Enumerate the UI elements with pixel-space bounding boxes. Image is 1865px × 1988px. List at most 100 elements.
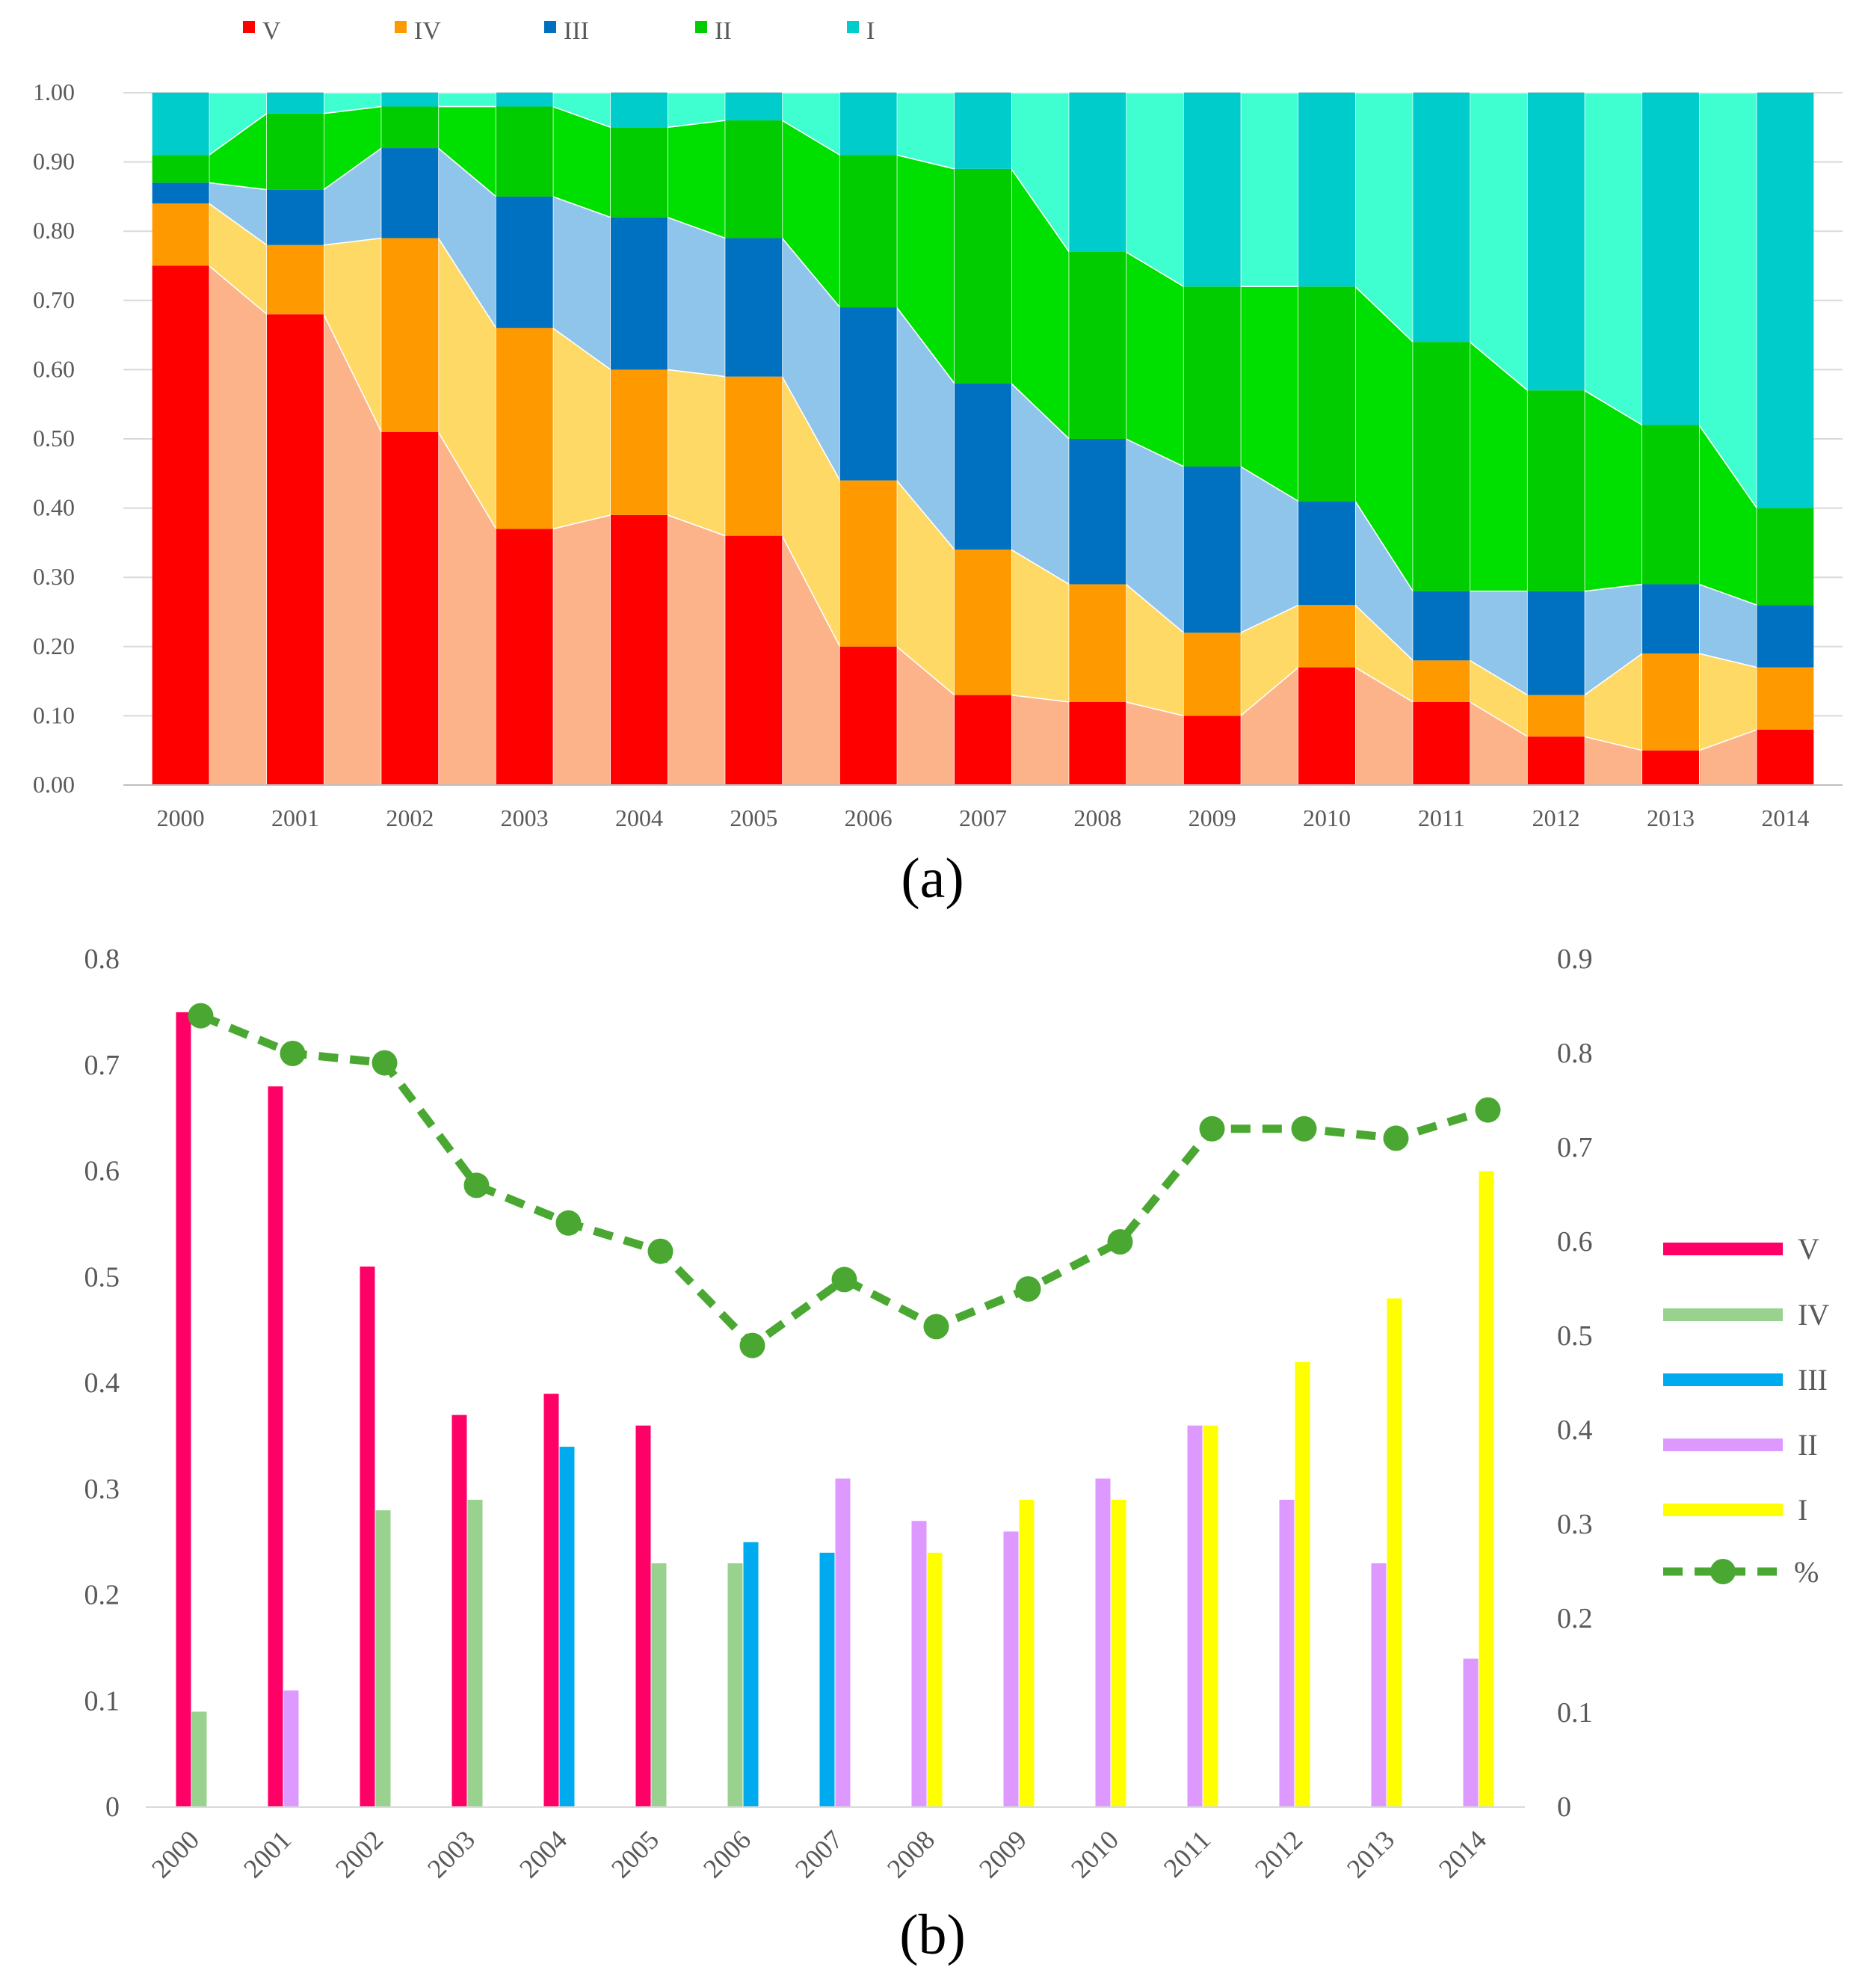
y-left-tick-label: 0.6 (84, 1156, 120, 1187)
legend-label-III: III (564, 17, 589, 45)
point-pct-2011 (1199, 1115, 1225, 1142)
legend-label-I: I (866, 17, 875, 45)
legend-swatch-III (544, 21, 556, 33)
bar-I-2003 (496, 93, 553, 107)
area-V-2008 (1125, 701, 1185, 786)
x-tick-label: 2011 (1418, 804, 1465, 831)
point-pct-2007 (831, 1267, 857, 1293)
bar-IV-2005 (651, 1563, 667, 1807)
y-right-tick-label: 0.8 (1557, 1038, 1593, 1069)
bar-IV-2003 (467, 1499, 483, 1807)
y-right-tick-label: 0.4 (1557, 1415, 1593, 1446)
legend-label-I: I (1798, 1493, 1807, 1527)
legend-swatch-II (1663, 1438, 1783, 1451)
bar-II-2014 (1463, 1658, 1479, 1807)
legend-label-II: II (1798, 1428, 1818, 1462)
bar-IV-2002 (381, 238, 439, 432)
x-tick-label: 2007 (789, 1824, 848, 1883)
bar-I-2008 (927, 1552, 943, 1807)
y-tick-label: 0.70 (33, 286, 75, 313)
point-pct-2012 (1291, 1115, 1317, 1142)
bar-II-2009 (1183, 286, 1241, 467)
bar-IV-2009 (1183, 633, 1241, 716)
bar-I-2013 (1642, 93, 1699, 425)
y-left-tick-label: 0.5 (84, 1261, 120, 1293)
bar-II-2002 (381, 106, 439, 149)
point-pct-2005 (647, 1238, 673, 1264)
legend-label-III: III (1798, 1363, 1828, 1397)
y-right-tick-label: 0.3 (1557, 1509, 1593, 1540)
x-tick-label: 2004 (514, 1824, 573, 1883)
bar-II-2000 (152, 155, 209, 183)
bar-IV-2005 (725, 376, 783, 536)
bar-III-2001 (267, 189, 324, 245)
x-tick-label: 2014 (1433, 1824, 1492, 1883)
x-tick-label: 2002 (386, 804, 434, 831)
bar-II-2005 (725, 120, 783, 239)
bar-IV-2012 (1527, 695, 1585, 737)
legend-swatch-V (1663, 1243, 1783, 1255)
bar-III-2005 (725, 238, 783, 377)
bar-IV-2000 (191, 1711, 207, 1807)
x-tick-label: 2002 (330, 1824, 389, 1883)
bar-II-2006 (839, 155, 897, 308)
y-left-tick-label: 0.4 (84, 1367, 120, 1399)
area-V-2004 (667, 514, 727, 786)
bar-II-2008 (911, 1521, 927, 1807)
area-II-2008 (1125, 250, 1185, 468)
bar-III-2000 (152, 182, 209, 204)
bar-II-2013 (1371, 1563, 1387, 1807)
y-right-tick-label: 0 (1557, 1791, 1571, 1823)
point-pct-2006 (739, 1332, 765, 1358)
bar-IV-2007 (955, 550, 1011, 695)
bar-V-2005 (725, 535, 783, 785)
x-tick-label: 2014 (1761, 804, 1809, 831)
point-pct-2010 (1107, 1229, 1133, 1255)
bar-V-2004 (611, 514, 668, 785)
bar-IV-2014 (1757, 667, 1814, 730)
bar-V-2011 (1413, 701, 1470, 785)
bar-II-2004 (611, 127, 668, 218)
bar-III-2008 (1069, 439, 1126, 585)
y-right-tick-label: 0.7 (1557, 1132, 1593, 1163)
legend-label-V: V (1798, 1232, 1819, 1266)
x-tick-label: 2012 (1249, 1824, 1308, 1883)
y-left-tick-label: 0.2 (84, 1580, 120, 1611)
y-tick-label: 0.80 (33, 217, 75, 244)
bar-II-2010 (1095, 1478, 1111, 1807)
x-tick-label: 2001 (238, 1824, 297, 1883)
x-tick-label: 2003 (422, 1824, 481, 1883)
bar-II-2010 (1298, 286, 1355, 502)
x-tick-label: 2008 (1073, 804, 1121, 831)
bar-II-2009 (1003, 1531, 1019, 1807)
x-tick-label: 2007 (959, 804, 1007, 831)
bar-II-2014 (1757, 508, 1814, 606)
bar-III-2006 (743, 1542, 759, 1807)
bar-IV-2004 (611, 369, 668, 515)
bar-V-2004 (543, 1394, 559, 1807)
point-pct-2009 (1015, 1276, 1041, 1302)
bar-V-2003 (496, 529, 553, 785)
bar-III-2004 (559, 1447, 575, 1807)
bar-II-2012 (1527, 390, 1585, 591)
legend-swatch-IV (395, 21, 407, 33)
bar-III-2006 (839, 307, 897, 481)
stacked-area-bar-chart: 0.00 0.10 0.20 0.30 0.40 0.50 0.60 0.70 0.80 0.90… (33, 17, 1843, 831)
y-tick-label: 1.00 (33, 79, 75, 105)
legend-swatch-I (847, 21, 859, 33)
area-I-2011 (1469, 92, 1529, 392)
y-right-tick-label: 0.1 (1557, 1697, 1593, 1729)
bar-III-2011 (1413, 591, 1470, 661)
legend-label-II: II (715, 17, 732, 45)
bar-I-2009 (1019, 1499, 1035, 1807)
legend-label-IV: IV (414, 17, 441, 45)
area-II-2012 (1583, 389, 1643, 592)
bar-II-2011 (1413, 342, 1470, 591)
bar-V-2005 (635, 1425, 651, 1807)
bar-V-2007 (955, 695, 1011, 785)
bar-III-2007 (955, 383, 1011, 550)
bar-IV-2002 (375, 1510, 391, 1807)
bar-I-2001 (267, 93, 324, 114)
bar-III-2013 (1642, 584, 1699, 654)
legend-label-IV: IV (1798, 1298, 1829, 1332)
